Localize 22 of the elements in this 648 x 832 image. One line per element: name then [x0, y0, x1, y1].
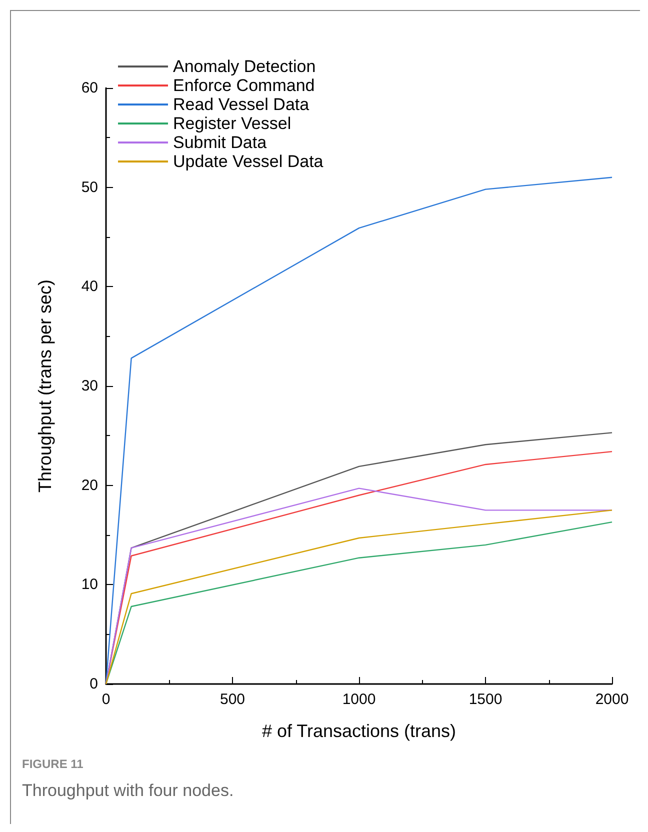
x-tick-label: 1500 — [468, 691, 502, 708]
y-tick-label: 30 — [81, 378, 98, 394]
y-tick-label: 10 — [81, 576, 98, 594]
x-tick-label: 1000 — [342, 691, 376, 708]
x-tick-label: 0 — [102, 691, 110, 708]
text: Throughput with four nodes. — [22, 781, 234, 800]
y-tick-label: 20 — [81, 476, 98, 494]
legend-label: Submit Data — [173, 133, 268, 152]
y-axis-title: Throughput (trans per sec) — [35, 279, 55, 493]
legend-label: Enforce Command — [173, 76, 315, 95]
y-tick-label: 0 — [90, 676, 98, 692]
x-tick-label: 2000 — [595, 691, 629, 708]
y-tick-label: 40 — [81, 278, 98, 296]
legend-label: Read Vessel Data — [173, 95, 310, 114]
x-axis-title: # of Transactions (trans) — [262, 721, 456, 741]
legend-label: Anomaly Detection — [173, 57, 316, 76]
x-tick-label: 500 — [220, 691, 246, 708]
y-tick-label: 50 — [81, 178, 98, 196]
legend-label: Register Vessel — [173, 114, 292, 133]
legend-label: Update Vessel Data — [173, 152, 324, 171]
y-tick-label: 60 — [81, 80, 98, 96]
caption: FIGURE 11 — [22, 757, 84, 771]
